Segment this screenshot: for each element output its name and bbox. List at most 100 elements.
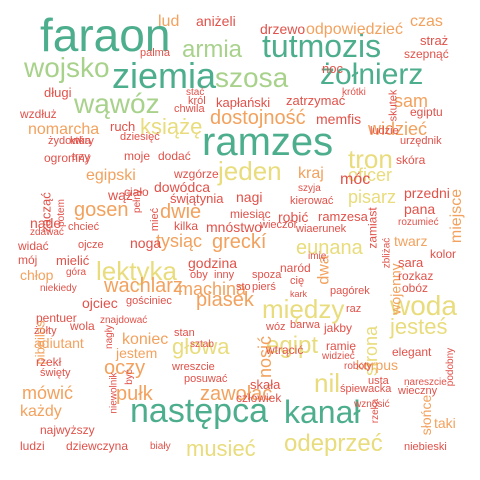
word-cloud-word: taki: [434, 415, 456, 431]
word-cloud-word: biały: [150, 441, 171, 452]
word-cloud-word: nagły: [103, 325, 115, 349]
word-cloud-word: książę: [140, 114, 203, 139]
word-cloud-word: moje: [124, 149, 151, 163]
word-cloud-word: dowódca: [154, 179, 211, 195]
word-cloud-word: mieć: [149, 207, 162, 232]
word-cloud-word: wieczór: [260, 219, 298, 231]
word-cloud-word: kierować: [290, 195, 334, 207]
word-cloud-word: świątynia: [170, 191, 224, 206]
word-cloud-word: jestem: [116, 345, 158, 361]
word-cloud-word: który: [70, 135, 94, 147]
word-cloud-word: być: [123, 369, 135, 385]
word-cloud-word: pełny: [131, 189, 143, 213]
word-cloud-word: następca: [130, 392, 268, 430]
word-cloud-word: raz: [346, 303, 362, 315]
word-cloud-word: godzina: [188, 255, 238, 271]
word-cloud-word: elegant: [392, 345, 432, 359]
word-cloud-word: greckí: [212, 231, 267, 253]
word-cloud-word: aniżeli: [196, 13, 236, 29]
word-cloud-word: eunana: [296, 237, 363, 259]
word-cloud-word: każdy: [20, 403, 62, 420]
word-cloud-word: gosen: [74, 199, 129, 221]
word-cloud-word: sztab: [190, 339, 214, 350]
word-cloud-word: memfis: [316, 111, 362, 127]
word-cloud-word: oficer: [348, 165, 393, 185]
word-cloud-word: ruch: [110, 119, 136, 134]
word-cloud-word: wąwóz: [74, 88, 160, 119]
word-cloud-word: pana: [404, 201, 436, 217]
word-cloud-word: musieć: [186, 436, 256, 461]
word-cloud-word: spoza: [252, 269, 282, 281]
word-cloud-word: chłop: [20, 267, 54, 283]
word-cloud-word: oby: [190, 269, 208, 281]
word-cloud-word: szyja: [298, 183, 321, 194]
word-cloud-word: podobny: [445, 347, 457, 387]
word-cloud-word: zdawać: [30, 227, 64, 238]
word-cloud-word: chwila: [174, 103, 205, 115]
word-cloud-word: znajdować: [100, 315, 148, 326]
word-cloud-word: zamiast: [365, 207, 380, 249]
word-cloud-word: faraon: [40, 9, 171, 61]
word-cloud-word: nil: [314, 368, 341, 398]
word-cloud-word: czas: [410, 13, 443, 30]
word-cloud-word: ciało: [124, 185, 149, 199]
word-cloud-word: ramzesa: [318, 209, 368, 224]
word-cloud-word: niewolnik: [108, 372, 120, 414]
word-cloud-word: machina: [178, 279, 247, 299]
word-cloud-word: pisarz: [348, 187, 397, 207]
word-cloud-word: widać: [18, 239, 49, 253]
word-cloud-word: król: [188, 95, 206, 107]
word-cloud-word: odeprzeć: [284, 430, 383, 457]
word-cloud-word: zawołać: [200, 383, 273, 405]
word-cloud-word: cię: [290, 275, 305, 287]
word-cloud-word: kark: [290, 289, 308, 299]
word-cloud-word: straż: [420, 33, 449, 48]
word-cloud-word: koniec: [122, 331, 169, 348]
word-cloud-word: oczy: [104, 357, 146, 379]
word-cloud-word: odpowiedzieć: [306, 21, 403, 38]
word-cloud-word: ogromny: [44, 151, 91, 165]
word-cloud-word: wachlarz: [104, 275, 183, 297]
word-cloud-word: pierś: [252, 281, 276, 293]
word-cloud-word: nareszcie: [404, 377, 447, 388]
word-cloud-word: niekiedy: [40, 283, 77, 294]
word-cloud-word: barwa: [290, 319, 320, 331]
word-cloud-word: imię: [308, 251, 327, 262]
word-cloud-word: kapłański: [216, 95, 271, 110]
word-cloud-word: krótki: [342, 87, 366, 98]
word-cloud-word: sto: [236, 281, 251, 293]
word-cloud-word: góra: [66, 267, 87, 278]
word-cloud-word: ludzi: [20, 439, 45, 453]
word-cloud-word: widzieć: [322, 351, 355, 362]
word-cloud-word: jakby: [324, 321, 353, 335]
word-cloud-word: tysiąc: [156, 231, 203, 251]
word-cloud-word: wieczny: [398, 385, 438, 397]
word-cloud-word: posuwać: [184, 373, 228, 385]
word-cloud-word: noga: [130, 235, 162, 251]
word-cloud-word: robić: [278, 209, 309, 225]
word-cloud-word: tutmozis: [262, 28, 382, 64]
word-cloud-word: pagórek: [330, 285, 370, 297]
word-cloud-word: dodać: [158, 149, 191, 163]
word-cloud-word: wtrącić: [266, 343, 304, 357]
word-cloud-word: nagi: [236, 189, 263, 205]
word-cloud-word: kanał: [284, 394, 361, 430]
word-cloud-word: rzekł: [36, 355, 62, 369]
word-cloud-word: obóz: [402, 281, 429, 295]
word-cloud-word: móc: [340, 171, 371, 188]
word-cloud-word: miesiąc: [230, 207, 271, 221]
word-cloud-word: kraj: [298, 165, 324, 182]
word-cloud-word: rzeka: [370, 398, 382, 424]
word-cloud-word: naród: [280, 261, 311, 275]
word-cloud-word: żydowka: [48, 135, 91, 147]
word-cloud-word: wznosić: [354, 399, 390, 410]
word-cloud-word: ojciec: [82, 295, 118, 311]
word-cloud-word: trzy: [72, 151, 90, 163]
word-cloud-word: usta: [368, 375, 389, 387]
word-cloud-word: ramzes: [202, 120, 334, 164]
word-cloud-word: między: [262, 294, 345, 324]
word-cloud-word: żołnierz: [320, 58, 424, 91]
word-cloud-word: jeden: [218, 156, 282, 186]
word-cloud-word: urzędnik: [400, 135, 442, 147]
